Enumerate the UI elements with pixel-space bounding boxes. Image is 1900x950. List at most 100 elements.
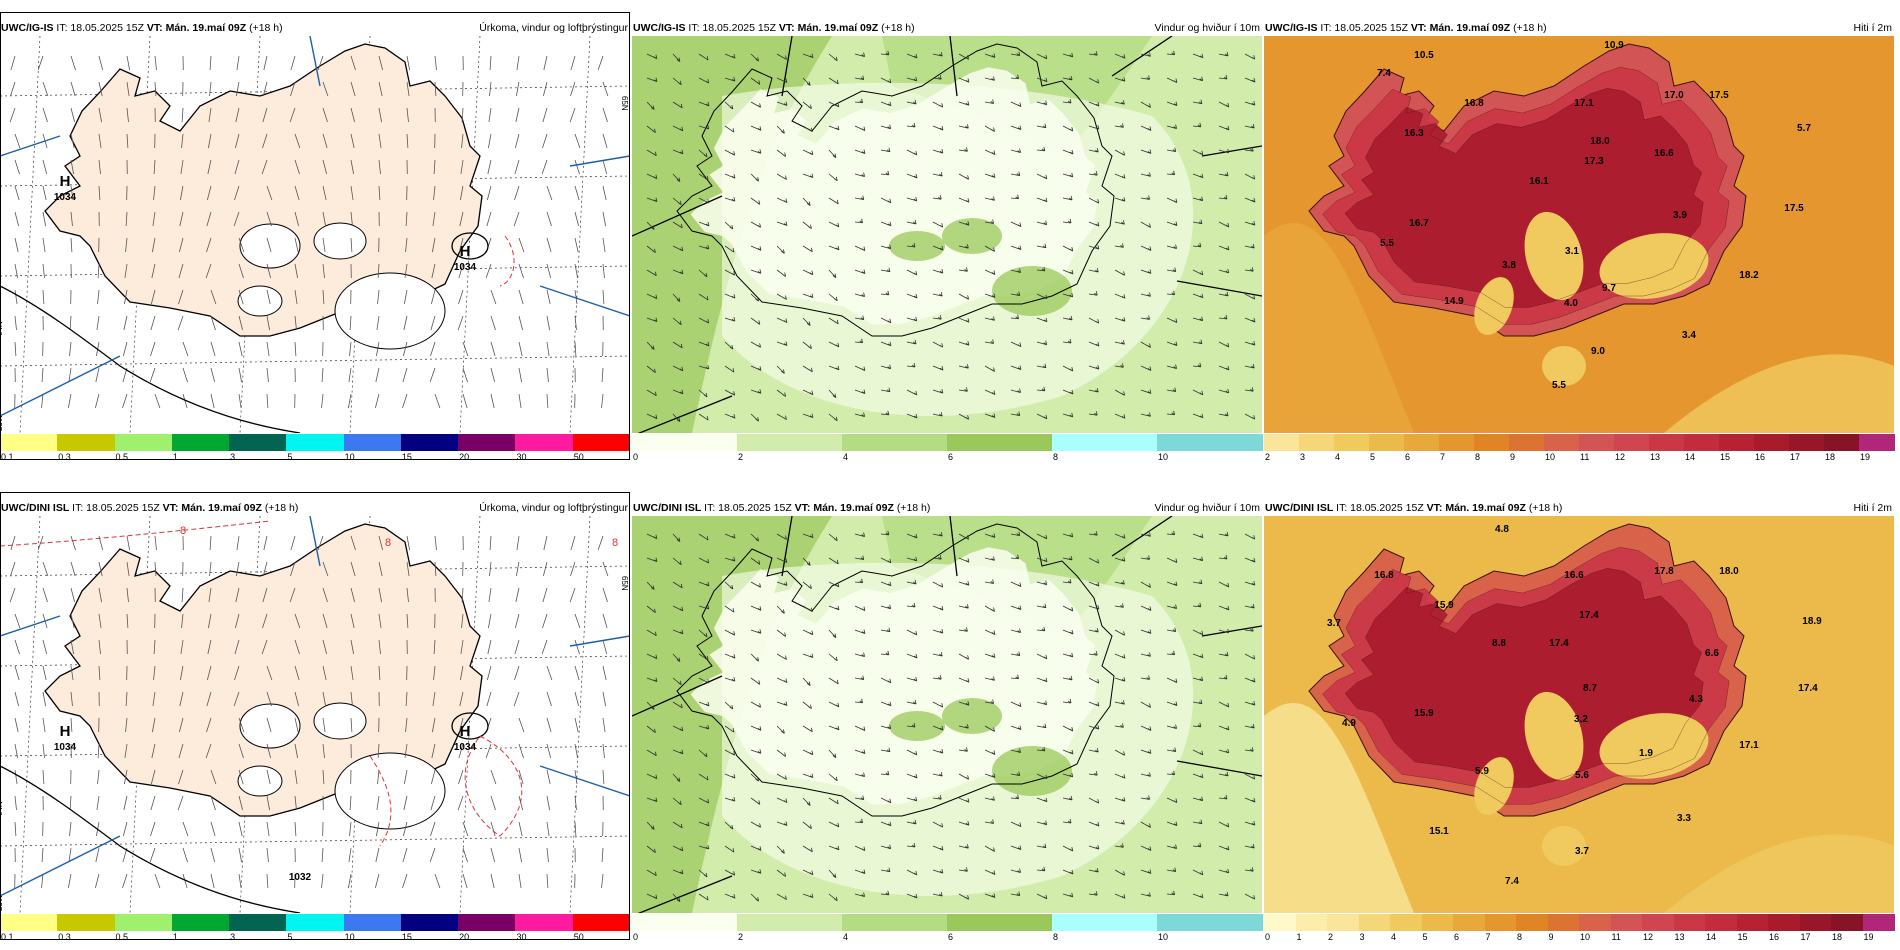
wind-barb <box>238 795 244 811</box>
wind-arrow <box>828 605 840 611</box>
colorbar-tick-label: 3 <box>1300 452 1306 462</box>
wind-arrow <box>906 842 916 848</box>
wind-arrow <box>1192 413 1204 419</box>
wind-arrow <box>1192 602 1202 608</box>
wind-barb <box>350 717 353 733</box>
colorbar-segment <box>1509 434 1545 451</box>
wind-arrow <box>958 773 970 780</box>
wind-arrow <box>672 653 681 662</box>
temperature-value: 7.4 <box>1505 876 1519 887</box>
wind-arrow <box>984 389 996 395</box>
wind-arrow <box>776 173 787 180</box>
wind-arrow <box>672 389 684 395</box>
wind-barb <box>154 873 161 889</box>
colorbar-tick-label: 15 <box>1720 452 1731 462</box>
colorbar-segment <box>1421 914 1454 931</box>
wind-arrow <box>984 413 996 418</box>
colorbar-tick-label: 9 <box>1510 452 1516 462</box>
wind-arrow <box>1244 747 1254 752</box>
colorbar-tick-label: 4 <box>843 932 849 942</box>
wind-arrow <box>1166 197 1178 204</box>
wind-arrow <box>1192 676 1204 682</box>
temperature-value: 14.9 <box>1444 296 1464 307</box>
colorbar-temp: 0 1 2 3 4 5 6 7 8 9 10 11 12 13 14 15 16 17 18 19 <box>1264 914 1895 942</box>
meridian-line <box>19 516 41 913</box>
wind-arrow <box>854 195 865 201</box>
wind-arrow <box>1244 267 1254 272</box>
wind-arrow <box>724 269 736 276</box>
wind-barb <box>350 237 353 253</box>
wind-arrow <box>1114 53 1126 59</box>
temperature-value: 15.1 <box>1429 826 1449 837</box>
wind-arrow <box>1244 340 1256 346</box>
wind-barb <box>235 107 240 123</box>
wind-arrow <box>724 293 736 299</box>
colorbar-segment <box>400 914 459 931</box>
wind-barb <box>487 613 492 629</box>
wind-arrow <box>1218 314 1228 320</box>
wind-barb <box>294 795 297 811</box>
wind-arrow <box>698 244 710 250</box>
wind-arrow <box>1192 653 1204 659</box>
wind-barb <box>289 587 296 603</box>
temperature-value: 17.4 <box>1579 610 1599 621</box>
wind-barb <box>179 211 184 227</box>
wind-barb <box>518 769 524 785</box>
wind-arrow <box>698 653 709 661</box>
colorbar-segment <box>1649 434 1685 451</box>
wind-arrow <box>984 365 995 372</box>
colorbar-segment <box>1157 434 1263 451</box>
wind-barb <box>350 691 353 707</box>
wind-arrow <box>828 245 840 251</box>
wind-arrow <box>1010 748 1021 753</box>
highland-cool-zone <box>1474 757 1514 815</box>
wind-arrow <box>1166 821 1178 826</box>
wind-barb <box>348 847 352 863</box>
colorbar-segment <box>57 434 116 451</box>
colorbar-segment <box>1052 914 1158 931</box>
wind-barb <box>546 665 553 681</box>
wind-arrow <box>828 845 840 851</box>
wind-barb <box>462 341 469 357</box>
wind-arrow <box>932 795 942 800</box>
colorbar-tick-label: 30 <box>516 452 527 462</box>
latitude-label: 65N <box>620 96 629 111</box>
wind-barb <box>70 691 73 707</box>
wind-barb <box>403 795 408 811</box>
valid-prefix: VT: <box>1426 502 1443 514</box>
wind-barb <box>98 55 104 71</box>
wind-arrow <box>776 77 788 83</box>
wind-barb <box>124 743 128 759</box>
wind-arrow <box>1088 531 1098 536</box>
wind-arrow <box>854 818 863 824</box>
wind-arrow <box>984 749 996 755</box>
wind-arrow <box>750 221 761 228</box>
wind-barb <box>514 639 520 655</box>
colorbar-segment <box>229 434 287 451</box>
wind-barb <box>546 263 552 279</box>
wind-arrow <box>776 533 787 540</box>
wind-arrow <box>646 629 657 637</box>
wind-barb <box>41 847 44 863</box>
wind-barb <box>574 315 577 331</box>
wind-arrow <box>906 819 917 825</box>
colorbar-tick-label: 1 <box>1296 932 1302 942</box>
wind-barb <box>349 341 352 357</box>
wind-arrow <box>1166 244 1177 249</box>
wind-barb <box>462 367 468 383</box>
wind-barb <box>430 289 436 305</box>
wind-arrow <box>646 701 655 710</box>
wind-barb <box>378 561 383 577</box>
wind-arrow <box>802 533 814 539</box>
wind-arrow <box>1218 794 1228 800</box>
isotherm <box>1322 546 1730 805</box>
wind-arrow <box>932 388 944 394</box>
wind-arrow <box>802 677 811 686</box>
meridian-line <box>459 516 481 913</box>
wind-barb <box>207 159 212 175</box>
wind-barb <box>574 691 580 707</box>
wind-barb <box>153 159 156 175</box>
wind-barb <box>238 769 244 785</box>
wind-barb <box>546 237 552 253</box>
wind-arrow <box>776 317 788 323</box>
